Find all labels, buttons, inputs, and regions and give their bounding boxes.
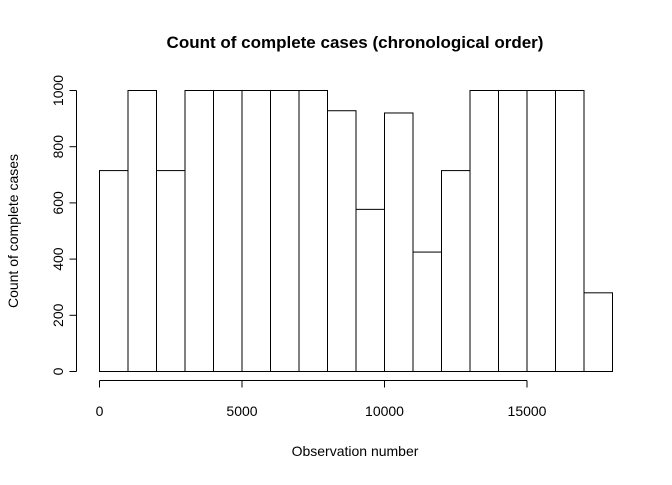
- histogram-bar-4: [184, 90, 214, 372]
- histogram-bar-14: [469, 90, 499, 372]
- x-tick-label: 10000: [365, 403, 404, 419]
- chart-title: Count of complete cases (chronological o…: [167, 33, 544, 52]
- x-axis: 0 5000 10000 15000: [96, 380, 547, 419]
- x-axis-label: Observation number: [292, 443, 419, 459]
- x-tick-label: 15000: [508, 403, 547, 419]
- y-tick-label: 0: [50, 367, 66, 375]
- histogram-bar-10: [355, 208, 385, 372]
- y-tick-label: 400: [50, 247, 66, 271]
- histogram-bar-11: [384, 112, 414, 372]
- histogram-bar-5: [213, 90, 243, 372]
- histogram-bar-13: [441, 170, 471, 372]
- histogram-bar-7: [270, 90, 300, 372]
- histogram-bar-8: [298, 90, 328, 372]
- histogram-bar-16: [526, 90, 556, 372]
- histogram-bar-1: [99, 170, 129, 372]
- histogram-bar-6: [241, 90, 271, 372]
- y-tick-label: 1000: [50, 75, 66, 106]
- y-tick-label: 200: [50, 303, 66, 327]
- histogram-bar-17: [555, 90, 585, 372]
- y-axis: 0 200 400 600 800 1000: [50, 75, 77, 375]
- histogram-bar-12: [412, 251, 442, 373]
- y-tick-label: 600: [50, 191, 66, 215]
- histogram-bar-18: [583, 292, 613, 373]
- x-tick-label: 0: [96, 403, 104, 419]
- x-tick-label: 5000: [226, 403, 257, 419]
- histogram-bar-3: [156, 170, 186, 372]
- histogram-bar-2: [127, 90, 157, 372]
- y-axis-label: Count of complete cases: [5, 154, 21, 308]
- bars-layer: [99, 90, 613, 373]
- y-tick-label: 800: [50, 135, 66, 159]
- histogram-bar-9: [327, 110, 357, 372]
- histogram-bar-15: [498, 90, 528, 372]
